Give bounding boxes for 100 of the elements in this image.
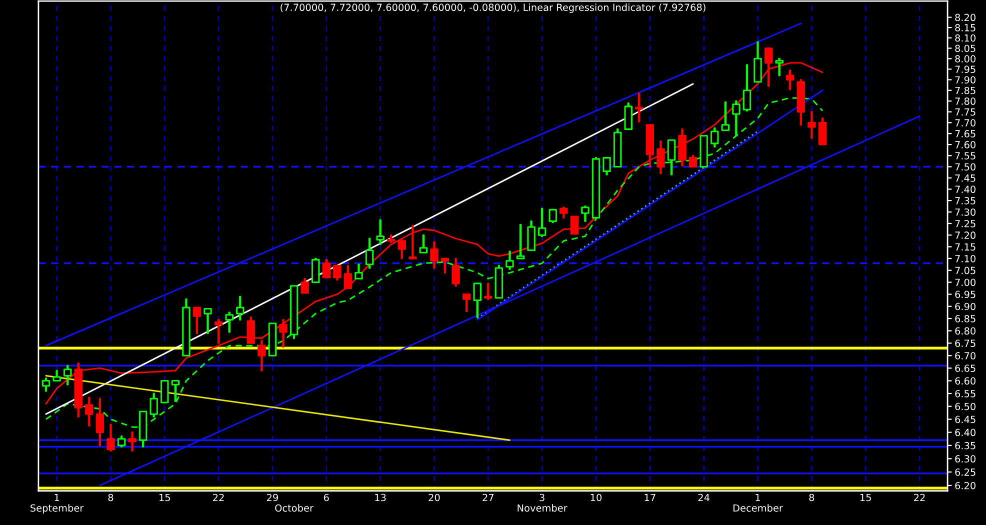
candlestick — [506, 250, 514, 270]
y-tick-label: 7.20 — [955, 232, 976, 239]
y-tick-label: 6.90 — [955, 302, 976, 310]
candlestick — [344, 264, 352, 290]
candlestick — [192, 306, 202, 334]
y-tick-label: 7.15 — [955, 243, 976, 251]
x-tick-label: 15 — [860, 494, 871, 502]
y-tick-label: 7.25 — [955, 220, 976, 228]
candlestick — [473, 282, 482, 318]
candlestick — [688, 154, 698, 168]
y-tick-label: 6.70 — [955, 352, 976, 360]
candlestick — [440, 258, 450, 274]
candlestick — [160, 380, 169, 404]
candlestick — [818, 118, 827, 146]
candlestick — [808, 111, 816, 139]
x-tick-label: 10 — [590, 494, 602, 502]
y-tick-label: 8.10 — [955, 34, 976, 42]
candlestick — [408, 225, 417, 260]
y-tick-label: 8.00 — [955, 55, 976, 62]
candlestick — [85, 396, 94, 427]
candlestick — [635, 92, 644, 122]
candlestick — [538, 208, 546, 238]
candlestick — [150, 392, 158, 418]
candlestick — [258, 340, 266, 372]
y-tick-label: 7.80 — [955, 98, 976, 105]
candlestick — [236, 296, 244, 321]
candlestick — [430, 241, 438, 269]
y-tick-label: 6.25 — [955, 468, 976, 476]
candlestick — [700, 134, 708, 168]
candlestick — [311, 258, 320, 284]
x-tick-label: 29 — [266, 494, 278, 502]
y-tick-label: 7.05 — [955, 266, 976, 274]
candlestick — [419, 234, 428, 254]
x-tick-label: 3 November — [518, 494, 568, 512]
y-tick-label: 7.10 — [955, 254, 976, 262]
candlestick — [732, 100, 740, 137]
y-tick-label: 7.45 — [955, 174, 976, 182]
y-tick-label: 6.60 — [955, 377, 976, 385]
y-tick-label: 7.85 — [955, 86, 976, 94]
y-tick-label: 6.50 — [955, 402, 976, 410]
candlestick — [646, 124, 654, 168]
candlestick — [365, 238, 374, 269]
candlestick — [775, 58, 784, 76]
candlestick — [796, 78, 805, 126]
y-tick-label: 7.30 — [955, 208, 976, 216]
y-tick-label: 7.50 — [955, 163, 976, 171]
candlestick — [246, 316, 256, 344]
y-tick-label: 7.95 — [955, 66, 976, 73]
candlestick — [592, 157, 600, 218]
y-tick-label: 6.35 — [955, 442, 976, 450]
candlestick — [624, 102, 632, 130]
y-tick-label: 7.00 — [955, 278, 976, 286]
y-tick-label: 6.65 — [955, 364, 976, 372]
y-tick-label: 7.70 — [955, 119, 976, 126]
candlestick — [398, 238, 406, 260]
y-tick-label: 6.55 — [955, 390, 976, 398]
candlestick — [376, 219, 384, 246]
candlestick — [290, 285, 298, 339]
y-tick-label: 7.55 — [955, 152, 976, 160]
x-tick-label: 22 — [213, 494, 224, 502]
x-tick-label: 24 — [698, 494, 710, 502]
y-tick-label: 6.85 — [955, 315, 976, 322]
candlestick — [42, 377, 50, 392]
candlestick — [516, 224, 525, 260]
candlestick — [333, 264, 342, 281]
candlestick — [182, 298, 190, 356]
y-tick-label: 6.40 — [955, 428, 976, 436]
y-tick-label: 6.30 — [955, 455, 976, 463]
candlestick — [721, 101, 730, 132]
candlestick — [128, 432, 136, 452]
y-tick-label: 8.05 — [955, 44, 976, 52]
candlestick — [63, 364, 72, 386]
candlestick — [527, 220, 536, 252]
candlestick — [225, 312, 234, 333]
candlestick — [106, 424, 115, 452]
candlestick — [386, 234, 396, 243]
y-tick-label: 6.75 — [955, 340, 976, 347]
candlestick — [742, 64, 752, 112]
y-tick-label: 7.60 — [955, 141, 976, 148]
y-tick-label: 7.65 — [955, 130, 976, 138]
x-tick-label: 15 — [160, 494, 170, 502]
y-tick-label: 7.75 — [955, 108, 976, 116]
candlestick — [581, 205, 590, 222]
x-tick-label: 17 — [644, 494, 656, 502]
x-tick-label: 22 — [914, 494, 925, 502]
candlestick — [754, 41, 762, 83]
y-tick-label: 7.35 — [955, 197, 976, 204]
y-tick-label: 7.90 — [955, 76, 976, 84]
candlestick — [667, 139, 676, 176]
candlestick — [300, 278, 309, 294]
candlestick — [171, 380, 180, 402]
candlestick — [268, 322, 277, 356]
x-tick-label: October — [275, 504, 314, 512]
x-tick-label: 20 — [428, 494, 440, 502]
candlestick — [560, 206, 568, 218]
y-tick-label: 8.20 — [955, 14, 976, 22]
y-tick-label: 6.95 — [955, 290, 976, 298]
y-tick-label: 6.20 — [955, 482, 976, 490]
candlestick — [322, 258, 330, 278]
x-tick-label: 13 — [375, 494, 386, 502]
